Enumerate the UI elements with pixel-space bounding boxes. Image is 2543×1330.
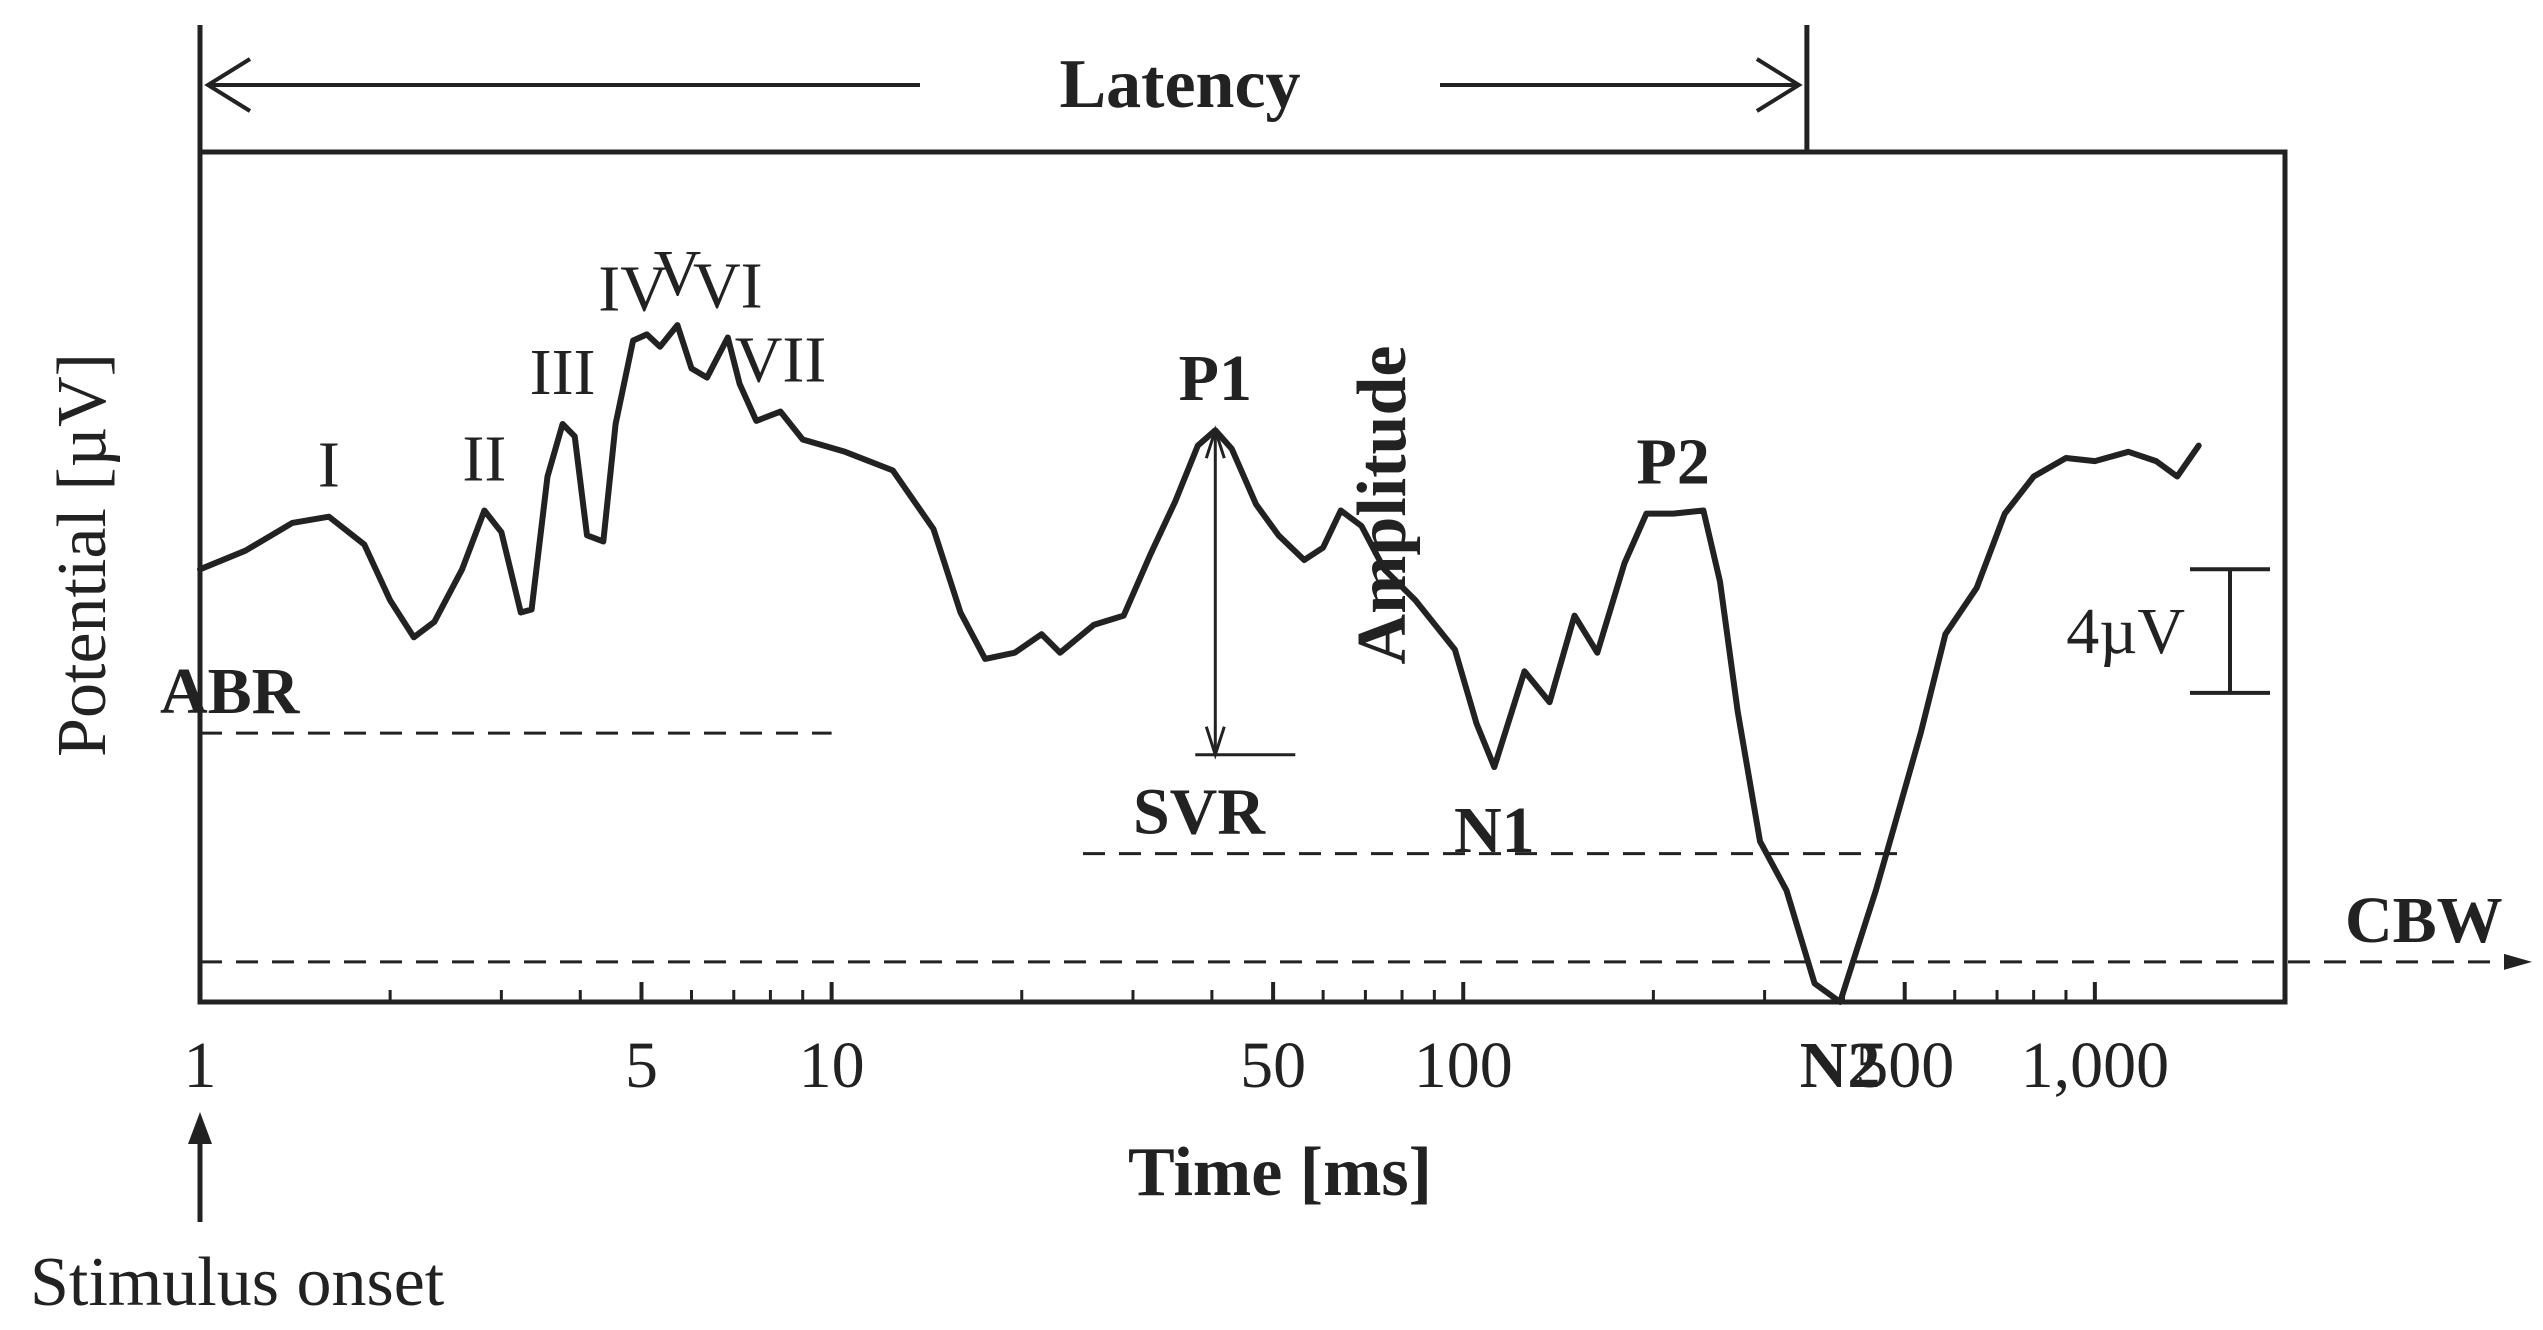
- amplitude-label: Amplitude: [1344, 346, 1421, 665]
- x-tick-label: 1,000: [2021, 1029, 2170, 1102]
- latency-arrow-head-left: [204, 57, 252, 113]
- waveform-line: [197, 322, 2202, 1005]
- region-baselines: [200, 731, 2532, 970]
- region-labels: ABR SVR CBW: [160, 655, 2503, 957]
- region-label-abr: ABR: [160, 655, 301, 728]
- baseline-arrow-head: [2504, 953, 2532, 970]
- stimulus-arrow-head: [188, 1112, 212, 1144]
- x-tick-label: 5: [625, 1029, 658, 1102]
- peak-label: III: [530, 336, 596, 409]
- chart-title: Latency: [1059, 46, 1300, 123]
- peak-label: IV: [598, 253, 668, 326]
- peak-label: I: [318, 429, 340, 502]
- peak-label: N1: [1454, 794, 1535, 867]
- x-tick-label: 1: [184, 1029, 217, 1102]
- scale-bar: 4µV: [2066, 567, 2270, 695]
- peak-label: VI: [693, 249, 763, 322]
- peak-label: VII: [735, 324, 827, 397]
- x-tick-label: 50: [1240, 1029, 1306, 1102]
- region-label-svr: SVR: [1133, 776, 1266, 849]
- stimulus-label: Stimulus onset: [30, 1244, 445, 1321]
- x-axis-label: Time [ms]: [1128, 1134, 1432, 1211]
- region-label-cbw: CBW: [2345, 884, 2503, 957]
- plot-frame: [197, 149, 2288, 1005]
- x-tick-label: 10: [799, 1029, 865, 1102]
- peak-label: P2: [1637, 426, 1710, 499]
- latency-arrow-head-right: [1755, 57, 1803, 113]
- x-tick-label: 100: [1414, 1029, 1513, 1102]
- peak-label: V: [654, 237, 702, 310]
- y-axis-label: Potential [µV]: [44, 353, 121, 757]
- amplitude-arrow-top: [1204, 425, 1226, 459]
- peak-label: P1: [1179, 342, 1252, 415]
- amplitude-marker: Amplitude: [1195, 346, 1421, 760]
- x-axis: 1 5 10 50 100 500 1,000: [184, 982, 2287, 1102]
- peak-label: II: [462, 423, 506, 496]
- x-tick-label: 500: [1855, 1029, 1954, 1102]
- waveform: [197, 322, 2202, 1005]
- peak-label: N2: [1800, 1029, 1881, 1102]
- scale-bar-label: 4µV: [2066, 595, 2185, 668]
- latency-marker: Latency: [197, 25, 1810, 152]
